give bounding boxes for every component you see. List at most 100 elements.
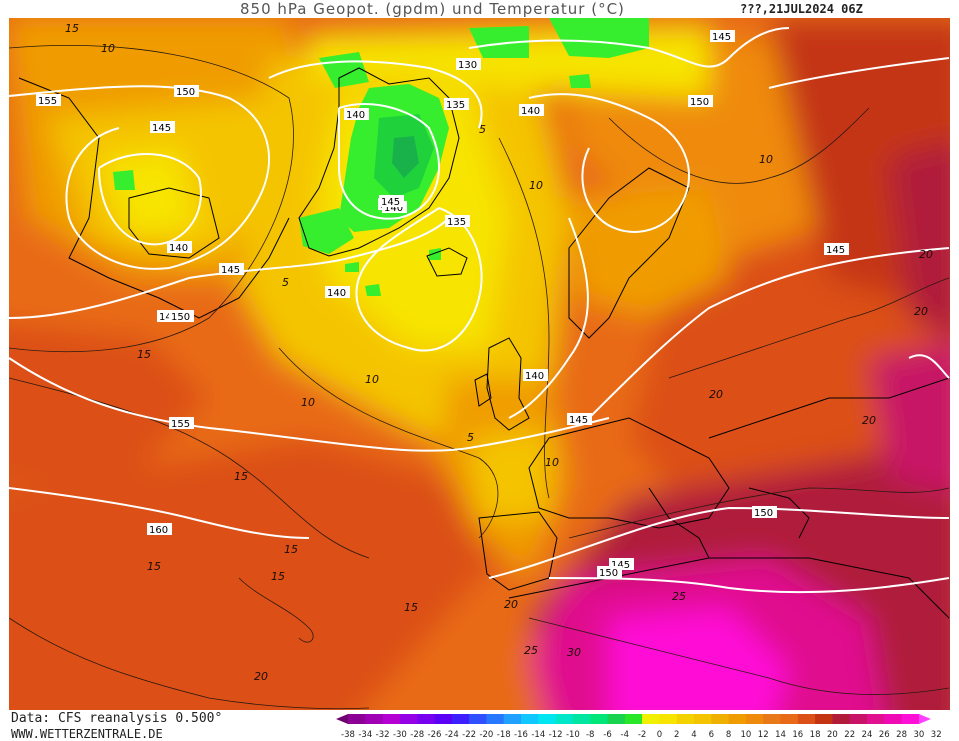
arctic-cold-mid — [469, 26, 529, 58]
geopotential-label-text: 155 — [171, 419, 190, 430]
scale-tick-label: -18 — [497, 730, 511, 740]
geopot-145-north — [468, 27, 790, 68]
isotherm-label: 10 — [365, 373, 379, 386]
scale-tick-label: -4 — [621, 730, 629, 740]
geopotential-label: 140 — [344, 108, 369, 121]
geopotential-label-text: 140 — [346, 110, 365, 121]
isotherm-label: 20 — [914, 305, 928, 318]
isotherm-label: 30 — [567, 646, 581, 659]
scale-tick-label: 22 — [844, 730, 855, 740]
isotherm-label: 15 — [404, 601, 418, 614]
geopotential-label-text: 145 — [712, 32, 731, 43]
scale-color-swatch — [763, 714, 781, 724]
scale-tick-label: 18 — [810, 730, 821, 740]
geopotential-label: 145 — [150, 121, 175, 134]
geopotential-label-text: 160 — [149, 525, 168, 536]
coast-canada — [18, 77, 290, 319]
scale-tick-label: -6 — [603, 730, 611, 740]
isotherm-label: 20 — [709, 388, 723, 401]
geopotential-label: 150 — [597, 566, 622, 579]
coast-black-sea — [708, 377, 950, 439]
isotherm-label: 20 — [919, 248, 933, 261]
geopotential-label: 145 — [710, 30, 735, 43]
scale-tick-label: 6 — [709, 730, 714, 740]
geopotential-label-text: 145 — [826, 245, 845, 256]
scale-color-swatch — [642, 714, 660, 724]
scale-tick-label: 8 — [726, 730, 731, 740]
geopotential-label-text: 140 — [384, 203, 403, 214]
coast-greece — [748, 487, 810, 539]
coast-scandinavia — [568, 167, 690, 339]
scale-tick-label: 14 — [775, 730, 786, 740]
scale-color-swatch — [590, 714, 608, 724]
geopot-150-norway — [528, 93, 690, 233]
geopotential-label: 140 — [325, 286, 350, 299]
scale-tick-label: 12 — [758, 730, 769, 740]
map-title: 850 hPa Geopot. (gpdm) und Temperatur (°… — [240, 0, 625, 18]
geopot-150-mediterranean — [488, 506, 950, 579]
geopotential-label-text: 145 — [569, 415, 588, 426]
geopotential-label-text: 140 — [525, 371, 544, 382]
temp-atlantic-west — [9, 322, 209, 486]
scale-tick-label: 26 — [879, 730, 890, 740]
geopot-140-north-sea — [508, 217, 589, 419]
temp-atlantic-south — [9, 438, 529, 710]
scale-tick-label: -8 — [586, 730, 594, 740]
isotherm-label: 15 — [234, 470, 248, 483]
geopotential-label-text: 150 — [176, 87, 195, 98]
geopotential-label: 150 — [752, 506, 777, 519]
scale-color-swatch — [815, 714, 833, 724]
geopotential-label: 145 — [379, 195, 404, 208]
scale-tick-label: -16 — [514, 730, 528, 740]
scale-tick-label: 4 — [691, 730, 696, 740]
svalbard-cold-patch — [569, 74, 591, 88]
scale-color-swatch — [417, 714, 435, 724]
isotherm-20-south — [568, 487, 950, 539]
scale-color-swatch — [797, 714, 816, 724]
scale-tick-label: 20 — [827, 730, 838, 740]
scale-tick-label: 30 — [913, 730, 924, 740]
isotherm-15-blob — [238, 577, 314, 643]
geopot-145-europe — [588, 247, 950, 419]
scale-tick-label: -38 — [341, 730, 355, 740]
scale-color-swatch — [451, 714, 470, 724]
geopotential-label-text: 140 — [327, 288, 346, 299]
scale-color-swatch — [780, 714, 799, 724]
isotherm-label: 10 — [529, 179, 543, 192]
geopotential-label: 150 — [169, 310, 194, 323]
scale-color-swatch — [676, 714, 695, 724]
geopotential-label: 155 — [36, 94, 61, 107]
coast-hudson — [128, 187, 220, 259]
geopotential-lines — [9, 27, 950, 594]
isotherms — [9, 45, 950, 710]
geopot-140-northeast — [768, 57, 950, 89]
scale-tick-label: -2 — [638, 730, 646, 740]
geopotential-label-text: 145 — [381, 197, 400, 208]
isotherm-label: 10 — [101, 42, 115, 55]
geopotential-label: 145 — [824, 243, 849, 256]
geopotential-label: 140 — [167, 241, 192, 254]
scale-color-swatch — [348, 714, 366, 724]
scale-tick-label: -28 — [410, 730, 424, 740]
scale-color-swatch — [849, 714, 868, 724]
geopot-160-south — [9, 487, 310, 539]
scale-tick-label: -10 — [566, 730, 580, 740]
scale-color-swatch — [728, 714, 747, 724]
isotherm-label: 15 — [271, 570, 285, 583]
scale-color-swatch — [694, 714, 712, 724]
isotherm-label: 15 — [65, 22, 79, 35]
temp-norway — [569, 188, 729, 318]
scale-color-swatch — [607, 714, 626, 724]
isotherm-label: 15 — [284, 543, 298, 556]
isotherm-label: 15 — [137, 348, 151, 361]
isotherm-25-africa — [528, 617, 950, 695]
scale-tick-label: -26 — [428, 730, 442, 740]
greenland-coldest-core — [392, 136, 419, 178]
scale-color-swatch — [745, 714, 764, 724]
coast-italy — [648, 487, 710, 559]
geopot-145-low — [98, 153, 202, 246]
scale-tick-label: -12 — [549, 730, 563, 740]
scale-color-swatch — [901, 714, 920, 724]
isotherm-10-west — [9, 45, 294, 353]
geopotential-label-text: 150 — [690, 97, 709, 108]
